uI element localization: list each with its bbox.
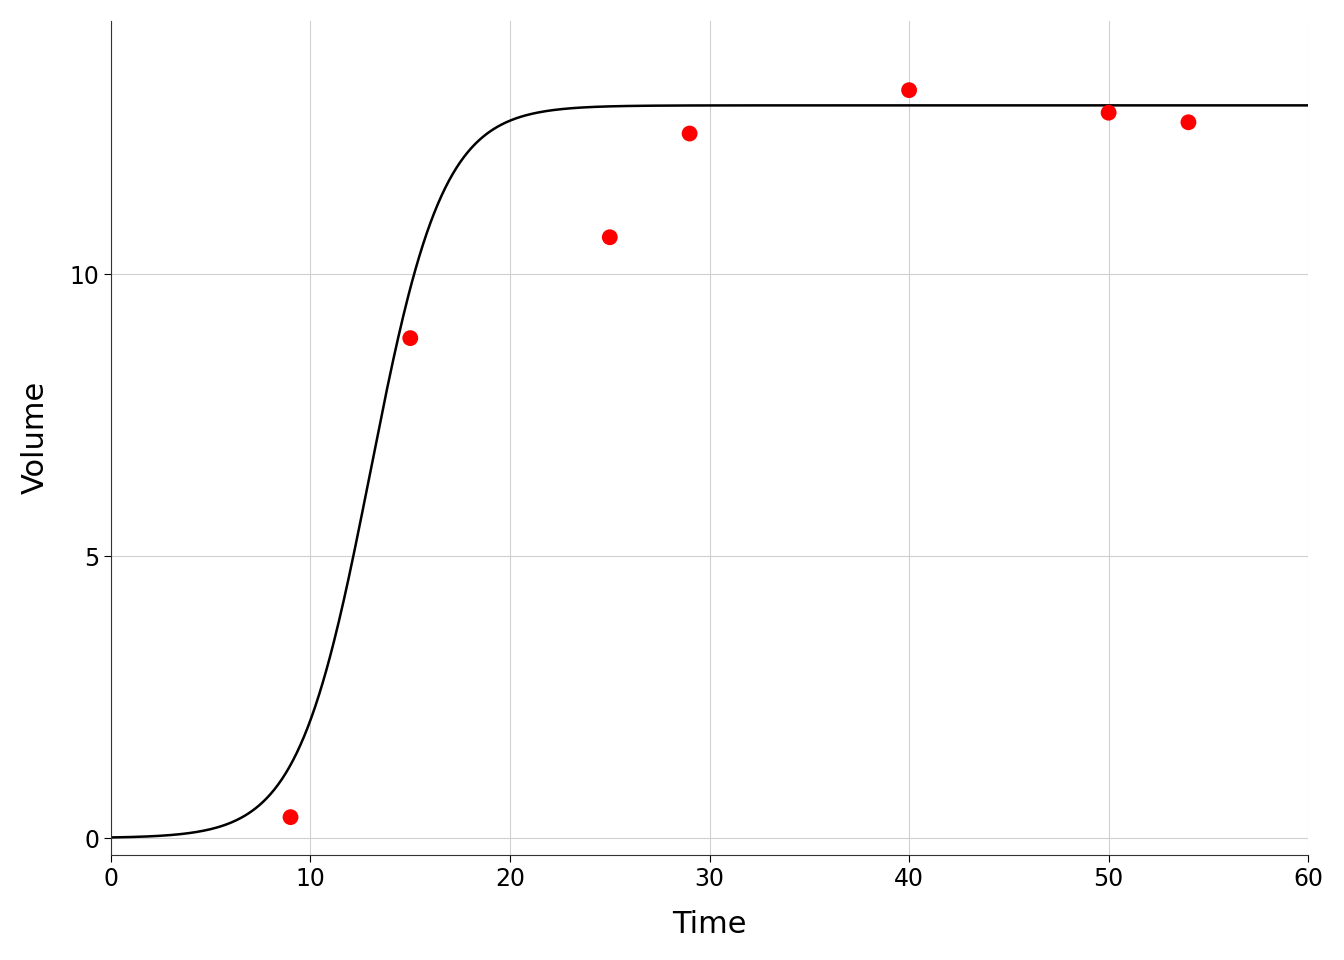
Y-axis label: Volume: Volume	[22, 381, 50, 494]
Point	[399, 330, 421, 346]
Point	[280, 809, 301, 825]
Point	[1177, 114, 1199, 130]
Point	[898, 83, 919, 98]
Point	[1098, 105, 1120, 120]
X-axis label: Time: Time	[672, 910, 747, 939]
Point	[679, 126, 700, 141]
Point	[599, 229, 621, 245]
